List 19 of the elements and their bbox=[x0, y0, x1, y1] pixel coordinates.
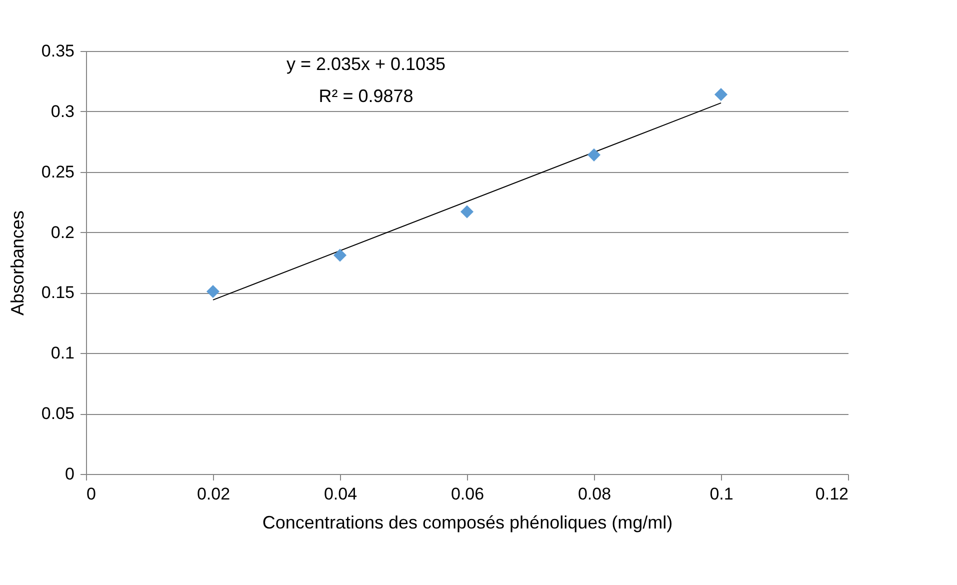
y-tick-label: 0.35 bbox=[41, 42, 74, 60]
y-tick-label: 0.15 bbox=[41, 283, 74, 302]
annotation: R² = 0.9878 bbox=[318, 86, 414, 106]
y-tick-label: 0.1 bbox=[50, 344, 74, 363]
x-tick-label: 0 bbox=[86, 484, 96, 504]
x-tick-label: 0.12 bbox=[815, 484, 848, 504]
x-tick-label: 0.02 bbox=[196, 484, 230, 504]
x-tick-label: 0.04 bbox=[324, 484, 358, 504]
x-tick-label: 0.06 bbox=[450, 484, 484, 504]
y-tick-label: 0.25 bbox=[41, 162, 74, 182]
y-tick-label: 0 bbox=[65, 464, 74, 484]
y-tick-label: 0.2 bbox=[50, 222, 74, 242]
x-tick-label: 0.1 bbox=[710, 484, 734, 504]
annotation: y = 2.035x + 0.1035 bbox=[286, 54, 446, 74]
x-tick-label: 0.08 bbox=[578, 484, 612, 504]
x-axis-title: Concentrations des composés phénoliques (mg/ml) bbox=[262, 512, 673, 532]
y-tick-label: 0.05 bbox=[41, 404, 74, 424]
y-tick-label: 0.3 bbox=[50, 102, 74, 121]
y-axis-title: Absorbances bbox=[7, 210, 28, 316]
